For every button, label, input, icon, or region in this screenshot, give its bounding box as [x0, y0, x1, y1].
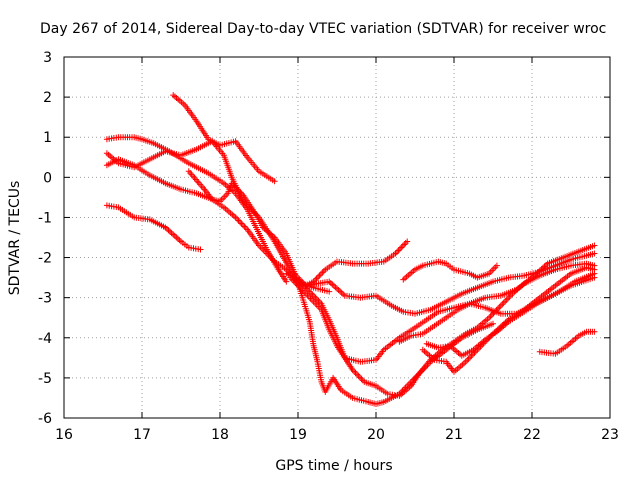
series-s13 [419, 264, 598, 375]
data-point [394, 249, 400, 255]
data-point [319, 269, 326, 276]
data-point [242, 225, 249, 231]
x-tick-label: 23 [601, 427, 619, 443]
y-tick-label: -4 [38, 331, 52, 347]
series-s1 [103, 202, 204, 253]
x-tick-label: 18 [211, 427, 229, 443]
series-s8 [400, 258, 500, 283]
data-point [174, 235, 181, 242]
x-tick-label: 17 [133, 427, 151, 443]
x-tick-label: 22 [523, 427, 541, 443]
data-point [499, 301, 506, 308]
data-point [168, 230, 175, 237]
data-point [237, 219, 243, 225]
data-point [395, 247, 402, 254]
data-point [271, 178, 278, 185]
data-point [241, 223, 248, 230]
data-point [283, 278, 290, 285]
data-point [396, 246, 403, 252]
data-point [315, 274, 321, 281]
data-point [591, 328, 598, 335]
data-point [497, 302, 504, 309]
y-tick-label: 0 [43, 170, 52, 186]
y-tick-label: 1 [43, 130, 52, 146]
data-point [591, 250, 598, 257]
data-point [493, 262, 500, 269]
grid-lines [64, 57, 610, 418]
data-point [239, 222, 246, 228]
series-s6 [185, 168, 496, 407]
data-point [404, 238, 411, 245]
y-tick-label: -6 [38, 411, 52, 427]
y-tick-label: -1 [38, 210, 52, 226]
data-point [238, 220, 245, 227]
data-points [103, 92, 598, 407]
data-point [402, 240, 409, 246]
data-point [399, 243, 406, 249]
x-tick-label: 21 [445, 427, 463, 443]
data-point [401, 241, 408, 248]
data-point [356, 374, 363, 381]
data-point [354, 371, 360, 378]
x-tick-label: 20 [367, 427, 385, 443]
y-tick-label: 2 [43, 90, 52, 106]
plot-frame [63, 56, 611, 419]
data-point [490, 320, 496, 327]
data-point [398, 244, 405, 251]
data-point [487, 313, 494, 320]
data-point [591, 274, 598, 281]
x-tick-label: 19 [289, 427, 307, 443]
data-point [316, 272, 323, 279]
series-s2 [170, 92, 278, 185]
data-point [352, 369, 359, 376]
series-s4 [103, 138, 598, 317]
x-axis-label: GPS time / hours [275, 458, 392, 474]
data-point [465, 355, 472, 362]
y-tick-label: 3 [43, 50, 52, 66]
series-s14 [536, 328, 598, 357]
series-s7 [291, 238, 411, 289]
data-point [197, 246, 204, 253]
data-point [317, 271, 324, 278]
data-point [358, 375, 365, 382]
y-axis-label: SDTVAR / TECUs [7, 181, 23, 296]
data-point [173, 234, 180, 241]
data-point [500, 299, 507, 306]
y-tick-label: -2 [38, 251, 52, 267]
data-point [327, 280, 334, 286]
data-point [464, 357, 471, 364]
x-tick-label: 16 [55, 427, 73, 443]
data-point [505, 295, 512, 302]
y-tick-label: -3 [38, 291, 52, 307]
data-point [591, 266, 598, 273]
data-point [320, 268, 327, 275]
data-point [326, 288, 333, 295]
series-s3 [103, 134, 290, 285]
data-point [591, 242, 598, 249]
data-point [502, 298, 509, 305]
chart-title: Day 267 of 2014, Sidereal Day-to-day VTE… [40, 21, 606, 37]
y-tick-label: -5 [38, 371, 52, 387]
